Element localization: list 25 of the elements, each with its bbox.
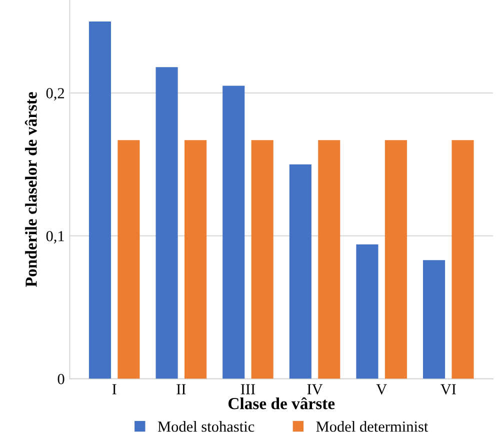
bar xyxy=(156,67,178,379)
bar xyxy=(318,140,340,379)
x-tick-label: I xyxy=(112,384,116,394)
legend-label: Model stohastic xyxy=(158,421,254,432)
x-tick-label: IV xyxy=(307,384,323,394)
bar xyxy=(356,244,378,379)
bar xyxy=(452,140,474,379)
y-tick-label: 0,2 xyxy=(46,88,64,101)
x-tick-label: III xyxy=(240,384,256,394)
x-tick-label: II xyxy=(176,384,186,394)
bar xyxy=(289,164,312,379)
x-tick-label: V xyxy=(376,384,387,394)
bar xyxy=(222,86,245,379)
bar xyxy=(88,21,112,379)
bar xyxy=(251,140,274,379)
bar xyxy=(423,260,446,379)
x-axis-title: Clase de vârste xyxy=(228,397,335,410)
bar xyxy=(118,140,140,379)
x-tick-label: VI xyxy=(440,384,456,394)
legend-label: Model determinist xyxy=(316,421,428,432)
bar xyxy=(184,140,207,379)
bar xyxy=(384,140,407,379)
y-axis-title: Ponderile claselor de vârste xyxy=(24,92,37,287)
y-tick-label: 0 xyxy=(58,374,64,384)
y-tick-label: 0,1 xyxy=(46,230,64,244)
